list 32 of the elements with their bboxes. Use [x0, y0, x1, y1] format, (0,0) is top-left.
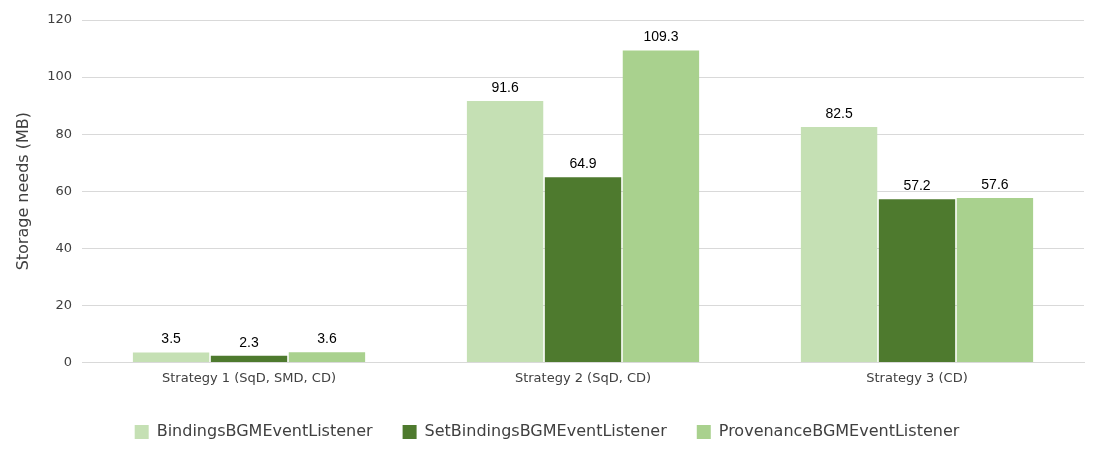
bar — [288, 352, 366, 362]
bar — [210, 355, 288, 362]
x-tick-label: Strategy 2 (SqD, CD) — [514, 369, 652, 385]
bar — [544, 177, 622, 362]
y-tick-label: 60 — [55, 182, 73, 198]
data-label: 109.3 — [643, 28, 679, 45]
bar — [800, 127, 878, 362]
x-tick-label: Strategy 1 (SqD, SMD, CD) — [162, 369, 337, 385]
data-label: 91.6 — [491, 78, 519, 95]
x-tick-label: Strategy 3 (CD) — [866, 369, 968, 385]
bar — [878, 199, 956, 362]
data-label: 57.6 — [981, 175, 1009, 192]
y-tick-label: 0 — [63, 353, 73, 369]
data-label: 3.5 — [161, 330, 182, 347]
bar — [466, 101, 544, 362]
legend-label: ProvenanceBGMEventListener — [718, 421, 960, 441]
y-tick-label: 80 — [55, 125, 73, 141]
bar — [132, 352, 210, 362]
data-label: 82.5 — [825, 104, 853, 121]
y-axis-title: Storage needs (MB) — [12, 112, 32, 271]
data-label: 57.2 — [903, 177, 931, 194]
data-label: 64.9 — [569, 155, 597, 172]
y-tick-label: 20 — [55, 296, 73, 312]
legend-label: BindingsBGMEventListener — [156, 421, 374, 441]
bar — [622, 50, 700, 362]
y-tick-label: 100 — [47, 68, 73, 84]
bar — [956, 198, 1034, 362]
legend-label: SetBindingsBGMEventListener — [424, 421, 668, 441]
data-label: 2.3 — [239, 333, 259, 350]
y-tick-label: 40 — [55, 239, 73, 255]
data-label: 3.6 — [317, 329, 337, 346]
y-tick-label: 120 — [47, 11, 73, 27]
